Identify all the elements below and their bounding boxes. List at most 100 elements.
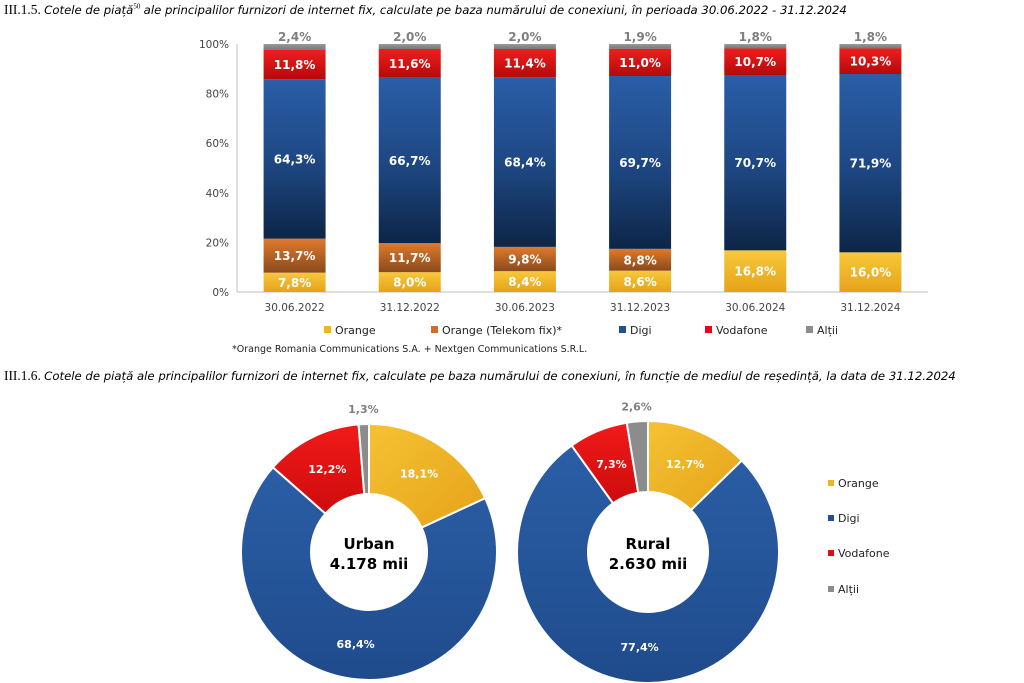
figure-number-2: III.1.6. [4, 368, 41, 383]
y-tick-label: 80% [206, 89, 229, 101]
donut1-center-title: Urban [343, 535, 394, 553]
x-tick-label: 30.06.2022 [265, 302, 325, 314]
data-label: 69,7% [619, 156, 661, 170]
donut1-slice-orange [368, 422, 487, 529]
figure-caption-1a: Cotele de piață [44, 3, 134, 17]
bar-vodafone-6 [839, 48, 902, 75]
figure-title-1: III.1.5. Cotele de piață50 ale principal… [4, 2, 847, 18]
donut2-center-title: Rural [626, 535, 671, 553]
figure-caption-1b: ale principalilor furnizori de internet … [143, 3, 847, 17]
donut2-slice-digi [516, 444, 780, 683]
figure-number-1: III.1.5. [4, 2, 41, 17]
bar-orange-5 [724, 250, 787, 292]
legend-label-orange-telekom-fix: Orange (Telekom fix)* [442, 324, 563, 337]
bar-digi-5 [724, 75, 787, 251]
bar-al-ii-6 [839, 44, 902, 49]
data-label: 77,4% [621, 641, 659, 654]
data-label: 11,8% [274, 58, 316, 72]
data-label: 8,8% [623, 253, 656, 267]
data-label: 2,6% [621, 400, 652, 413]
data-label: 8,4% [508, 275, 541, 289]
x-tick-label: 30.06.2023 [495, 302, 555, 314]
data-label: 18,1% [400, 468, 438, 481]
bar-orange-1 [263, 272, 326, 292]
x-tick-label: 31.12.2023 [610, 302, 670, 314]
bar-digi-6 [839, 74, 902, 253]
footnote-ref: 50 [133, 2, 141, 11]
y-tick-label: 100% [199, 39, 229, 51]
data-label: 7,3% [596, 458, 627, 471]
figure-title-2: III.1.6. Cotele de piață ale principalil… [4, 368, 956, 384]
data-label: 16,0% [850, 266, 892, 280]
bar-digi-2 [378, 77, 441, 244]
y-tick-label: 20% [206, 237, 229, 249]
bar-orange-3 [493, 271, 556, 292]
data-label: 1,3% [348, 403, 379, 416]
pie-legend-swatch-orange [828, 480, 834, 486]
data-label: 1,8% [854, 30, 887, 44]
bar-digi-1 [263, 79, 326, 239]
bar-vodafone-5 [724, 48, 787, 75]
data-label: 2,0% [508, 30, 541, 44]
data-label: 9,8% [508, 253, 541, 267]
data-label: 13,7% [274, 249, 316, 263]
data-label: 12,2% [308, 463, 346, 476]
data-label: 1,8% [739, 30, 772, 44]
x-tick-label: 31.12.2022 [380, 302, 440, 314]
data-label: 11,6% [389, 57, 431, 71]
bar-al-ii-1 [263, 44, 326, 50]
pie-legend-swatch-digi [828, 515, 834, 521]
legend-swatch-vodafone [705, 326, 712, 333]
bar-orange-2 [378, 272, 441, 292]
bar-vodafone-1 [263, 49, 326, 80]
legend-swatch-orange [324, 326, 331, 333]
donut1-slice-al-ii [357, 422, 370, 496]
data-label: 7,8% [278, 276, 311, 290]
legend-label-orange: Orange [335, 324, 376, 337]
footnote: *Orange Romania Communications S.A. + Ne… [232, 344, 587, 355]
bar-al-ii-3 [493, 44, 556, 49]
data-label: 12,7% [666, 458, 704, 471]
bar-vodafone-3 [493, 48, 556, 78]
figure-caption-2: Cotele de piață ale principalilor furniz… [44, 369, 956, 383]
donut2-center-value: 2.630 mii [609, 555, 688, 573]
data-label: 68,4% [504, 156, 546, 170]
data-label: 66,7% [389, 154, 431, 168]
pie-legend-swatch-vodafone [828, 550, 834, 556]
bar-vodafone-4 [609, 48, 672, 76]
pie-legend-label-vodafone: Vodafone [838, 547, 890, 560]
legend-label-vodafone: Vodafone [716, 324, 768, 337]
bar-al-ii-4 [609, 44, 672, 49]
data-label: 71,9% [850, 157, 892, 171]
bar-vodafone-2 [378, 48, 441, 78]
bar-al-ii-2 [378, 44, 441, 49]
legend-swatch-orange-telekom-fix [431, 326, 438, 333]
legend-swatch-digi [619, 326, 626, 333]
data-label: 70,7% [734, 156, 776, 170]
y-tick-label: 60% [206, 138, 229, 150]
bar-orange-telekom-fix-4 [609, 248, 672, 271]
legend-label-digi: Digi [630, 324, 652, 337]
data-label: 10,7% [734, 55, 776, 69]
x-tick-label: 30.06.2024 [725, 302, 785, 314]
data-label: 2,4% [278, 30, 311, 44]
donut1-slice-digi [240, 465, 498, 681]
pie-legend-label-al-ii: Alții [838, 583, 859, 596]
pie-legend-label-digi: Digi [838, 512, 860, 525]
bar-digi-4 [609, 75, 672, 249]
bar-digi-3 [493, 77, 556, 247]
data-label: 11,7% [389, 251, 431, 265]
bar-orange-telekom-fix-2 [378, 243, 441, 273]
pie-legend-swatch-al-ii [828, 586, 834, 592]
legend-swatch-al-ii [806, 326, 813, 333]
data-label: 2,0% [393, 30, 426, 44]
pie-legend-label-orange: Orange [838, 477, 879, 490]
bar-orange-telekom-fix-1 [263, 238, 326, 273]
data-label: 11,4% [504, 57, 546, 71]
bar-orange-6 [839, 252, 902, 292]
data-label: 8,0% [393, 276, 426, 290]
data-label: 11,0% [619, 56, 661, 70]
data-label: 8,6% [623, 275, 656, 289]
donut2-slice-al-ii [625, 419, 649, 494]
